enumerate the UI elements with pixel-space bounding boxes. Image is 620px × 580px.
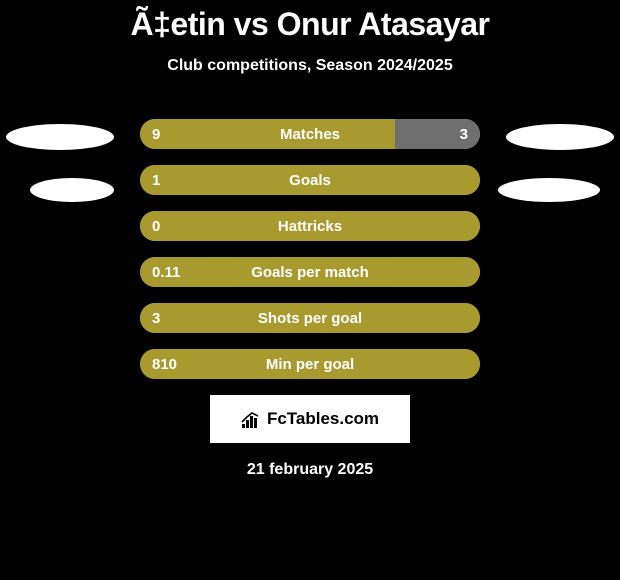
stat-label: Min per goal: [140, 349, 480, 379]
comparison-card: Ã‡etin vs Onur Atasayar Club competition…: [0, 0, 620, 580]
club-crest-placeholder: [498, 178, 600, 202]
comparison-rows: 9Matches3 1Goals 0Hattricks 0.11Goals per m…: [140, 119, 480, 379]
stat-row: 1Goals: [140, 165, 480, 195]
footer-date: 21 february 2025: [0, 461, 620, 479]
stat-row: 3Shots per goal: [140, 303, 480, 333]
stat-label: Hattricks: [140, 211, 480, 241]
stat-row: 0.11Goals per match: [140, 257, 480, 287]
stat-label: Matches: [140, 119, 480, 149]
stat-label: Goals per match: [140, 257, 480, 287]
page-subtitle: Club competitions, Season 2024/2025: [0, 57, 620, 75]
fctables-logo-icon: [241, 408, 263, 430]
stat-label: Goals: [140, 165, 480, 195]
club-crest-placeholder: [6, 124, 114, 150]
club-crest-placeholder: [30, 178, 114, 202]
stat-right-value: 3: [460, 119, 468, 149]
brand-box[interactable]: FcTables.com: [210, 395, 410, 443]
stat-row: 810Min per goal: [140, 349, 480, 379]
club-crest-placeholder: [506, 124, 614, 150]
stat-label: Shots per goal: [140, 303, 480, 333]
page-title: Ã‡etin vs Onur Atasayar: [0, 0, 620, 43]
brand-text: FcTables.com: [267, 409, 379, 429]
stat-row: 9Matches3: [140, 119, 480, 149]
stat-row: 0Hattricks: [140, 211, 480, 241]
